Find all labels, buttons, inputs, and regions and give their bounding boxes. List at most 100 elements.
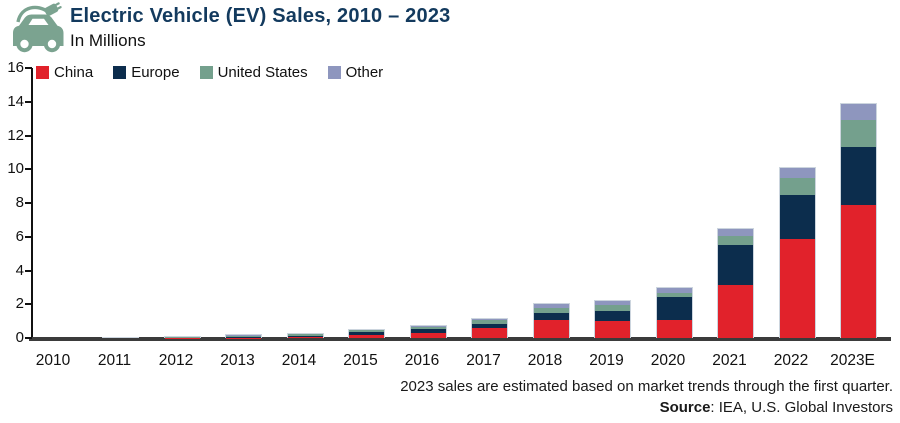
legend-label: China	[54, 64, 94, 81]
y-axis-tick	[25, 337, 32, 339]
legend-label: Europe	[131, 64, 180, 81]
bar-segment-other	[472, 318, 507, 321]
bar-segment-europe	[226, 337, 261, 338]
bar-2011	[102, 337, 139, 339]
bar-2015	[348, 328, 385, 338]
y-axis-line	[31, 68, 33, 339]
bar-2019	[594, 300, 631, 338]
legend-item-other: Other	[327, 64, 384, 81]
bar-segment-united-states	[410, 326, 446, 330]
bar-2017	[471, 317, 508, 338]
chart-subtitle: In Millions	[70, 31, 146, 50]
y-axis-tick	[25, 269, 32, 272]
bar-2022	[778, 166, 816, 338]
bar-segment-other	[718, 229, 753, 236]
x-axis-label-2017: 2017	[466, 352, 501, 369]
bar-segment-other	[287, 333, 323, 335]
legend-label: United States	[217, 64, 308, 81]
bar-segment-other	[841, 104, 876, 121]
bar-segment-europe	[656, 297, 692, 320]
y-axis-tick	[25, 202, 32, 204]
legend-swatch-icon	[36, 66, 49, 79]
y-axis-tick-label: 6	[15, 227, 24, 245]
x-axis-line	[29, 337, 891, 341]
bar-segment-china	[656, 319, 692, 338]
bar-segment-china	[349, 334, 384, 338]
bar-segment-other	[410, 325, 446, 327]
bar-segment-china	[779, 239, 815, 338]
bar-segment-united-states	[226, 335, 261, 338]
bar-segment-united-states	[349, 330, 384, 332]
y-axis-tick-label: 0	[15, 329, 24, 346]
bar-2023e	[840, 103, 877, 338]
x-axis-label-2018: 2018	[527, 352, 563, 369]
page-title: Electric Vehicle (EV) Sales, 2010 – 2023	[70, 5, 451, 27]
bar-segment-united-states	[841, 120, 876, 148]
bar-2021	[717, 228, 754, 338]
bar-segment-united-states	[287, 334, 323, 336]
bar-segment-united-states	[656, 292, 692, 298]
x-axis-label-2023e: 2023E	[830, 352, 875, 369]
ev-car-icon	[8, 2, 66, 59]
legend-item-china: China	[36, 64, 93, 81]
x-axis-label-2016: 2016	[404, 352, 440, 369]
y-axis-tick-label: 16	[7, 59, 24, 76]
x-axis-label-2010: 2010	[35, 352, 71, 369]
bar-segment-europe	[349, 331, 384, 335]
x-axis-label-2022: 2022	[773, 352, 809, 369]
y-axis-tick	[25, 168, 32, 171]
bar-segment-europe	[841, 147, 876, 206]
legend-swatch-icon	[113, 66, 127, 79]
bar-2013	[225, 334, 262, 338]
bar-segment-china	[287, 337, 323, 338]
bar-segment-other	[779, 167, 815, 178]
bar-segment-united-states	[472, 320, 507, 324]
x-axis-label-2020: 2020	[650, 352, 686, 369]
bar-segment-other	[656, 288, 692, 293]
bar-segment-china	[718, 284, 753, 338]
bar-segment-europe	[472, 323, 507, 329]
bar-segment-europe	[287, 335, 323, 338]
y-axis-tick	[25, 303, 32, 306]
bar-segment-other	[595, 301, 630, 306]
x-axis-label-2015: 2015	[343, 352, 378, 369]
bar-segment-europe	[533, 313, 569, 320]
bar-segment-other	[349, 329, 384, 331]
bar-segment-other	[533, 304, 569, 308]
source-label: Source	[659, 399, 711, 416]
bar-2016	[409, 324, 447, 338]
y-axis-tick-label: 12	[7, 126, 24, 144]
bar-segment-china	[595, 320, 630, 338]
bar-segment-china	[841, 205, 876, 338]
bar-segment-china	[533, 319, 569, 338]
x-axis-label-2012: 2012	[158, 352, 194, 369]
y-axis-tick-label: 10	[7, 160, 24, 178]
legend-label: Other	[345, 64, 384, 81]
chart-legend: China Europe United States Other	[36, 64, 383, 81]
source-line: Source: IEA, U.S. Global Investors	[660, 399, 893, 416]
legend-item-united-states: United States	[199, 64, 308, 81]
legend-item-europe: Europe	[113, 64, 180, 81]
x-axis-label-2019: 2019	[589, 352, 624, 369]
bar-2012	[163, 335, 201, 338]
bar-segment-europe	[410, 329, 446, 333]
y-axis-tick-label: 8	[15, 194, 24, 211]
y-axis-tick	[25, 67, 32, 69]
bar-segment-china	[410, 332, 446, 338]
legend-swatch-icon	[327, 66, 341, 79]
bar-2020	[655, 287, 693, 338]
bar-2018	[532, 303, 570, 338]
x-axis-label-2011: 2011	[97, 352, 132, 369]
legend-swatch-icon	[199, 66, 213, 79]
x-axis-label-2013: 2013	[220, 352, 255, 369]
y-axis-tick-label: 14	[7, 92, 24, 110]
footnote: 2023 sales are estimated based on market…	[400, 378, 893, 395]
y-axis-tick-label: 4	[15, 261, 24, 279]
y-axis-tick	[25, 100, 32, 103]
bar-segment-china	[472, 328, 507, 338]
source-text: : IEA, U.S. Global Investors	[710, 399, 893, 416]
y-axis-tick-label: 2	[15, 295, 24, 313]
y-axis-tick	[25, 134, 32, 137]
y-axis-tick	[25, 235, 32, 238]
